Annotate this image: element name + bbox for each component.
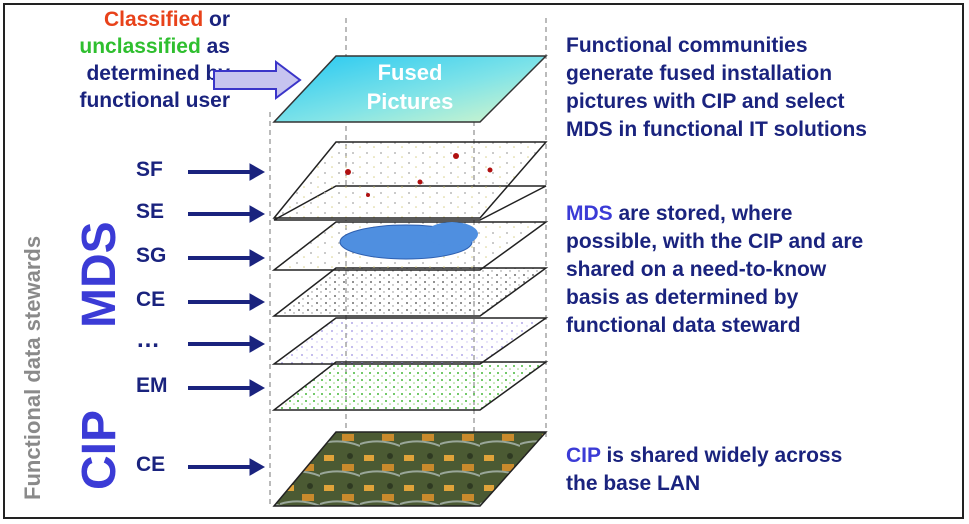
fused-arrow <box>213 60 302 100</box>
layer-label-em: EM <box>136 374 168 397</box>
cip-vertical-label: CIP <box>73 409 126 490</box>
layer-label-sg: SG <box>136 244 167 267</box>
fused-pictures-plane <box>272 55 548 123</box>
ellipsis-layer-plane <box>271 317 549 365</box>
paragraph-fused: Functional communities generate fused in… <box>566 34 867 141</box>
paragraph-mds: MDS are stored, where possible, with the… <box>566 202 864 337</box>
sg-blue-area-2 <box>426 222 478 246</box>
functional-data-stewards-label: Functional data stewards <box>20 235 45 500</box>
layer-label-sf: SF <box>136 158 163 181</box>
classified-text: Classified <box>103 8 204 31</box>
unclassified-text: unclassified <box>79 35 201 58</box>
cip-highlight: CIP <box>566 444 601 467</box>
em-layer-plane <box>271 361 549 411</box>
mds-vertical-label: MDS <box>73 221 126 328</box>
layer-label-ce: CE <box>136 288 166 311</box>
classification-note: Classified or unclassified as determined… <box>10 6 230 114</box>
sf-layer-plane <box>272 141 548 219</box>
layer-arrows <box>188 163 266 476</box>
ce-layer-plane <box>271 267 549 317</box>
paragraph-cip: CIP is shared widely across the base LAN <box>566 444 843 495</box>
cip-layer-plane <box>272 431 548 507</box>
note-line4: functional user <box>79 89 230 112</box>
fused-pictures-label: Fused Pictures <box>366 60 454 114</box>
mds-highlight: MDS <box>566 202 613 225</box>
sf-red-points <box>345 153 493 197</box>
note-line3: determined by <box>86 62 230 85</box>
layer-label-se: SE <box>136 200 165 223</box>
layer-label-ellipsis: … <box>136 326 160 353</box>
layer-label-cip-ce: CE <box>136 453 166 476</box>
